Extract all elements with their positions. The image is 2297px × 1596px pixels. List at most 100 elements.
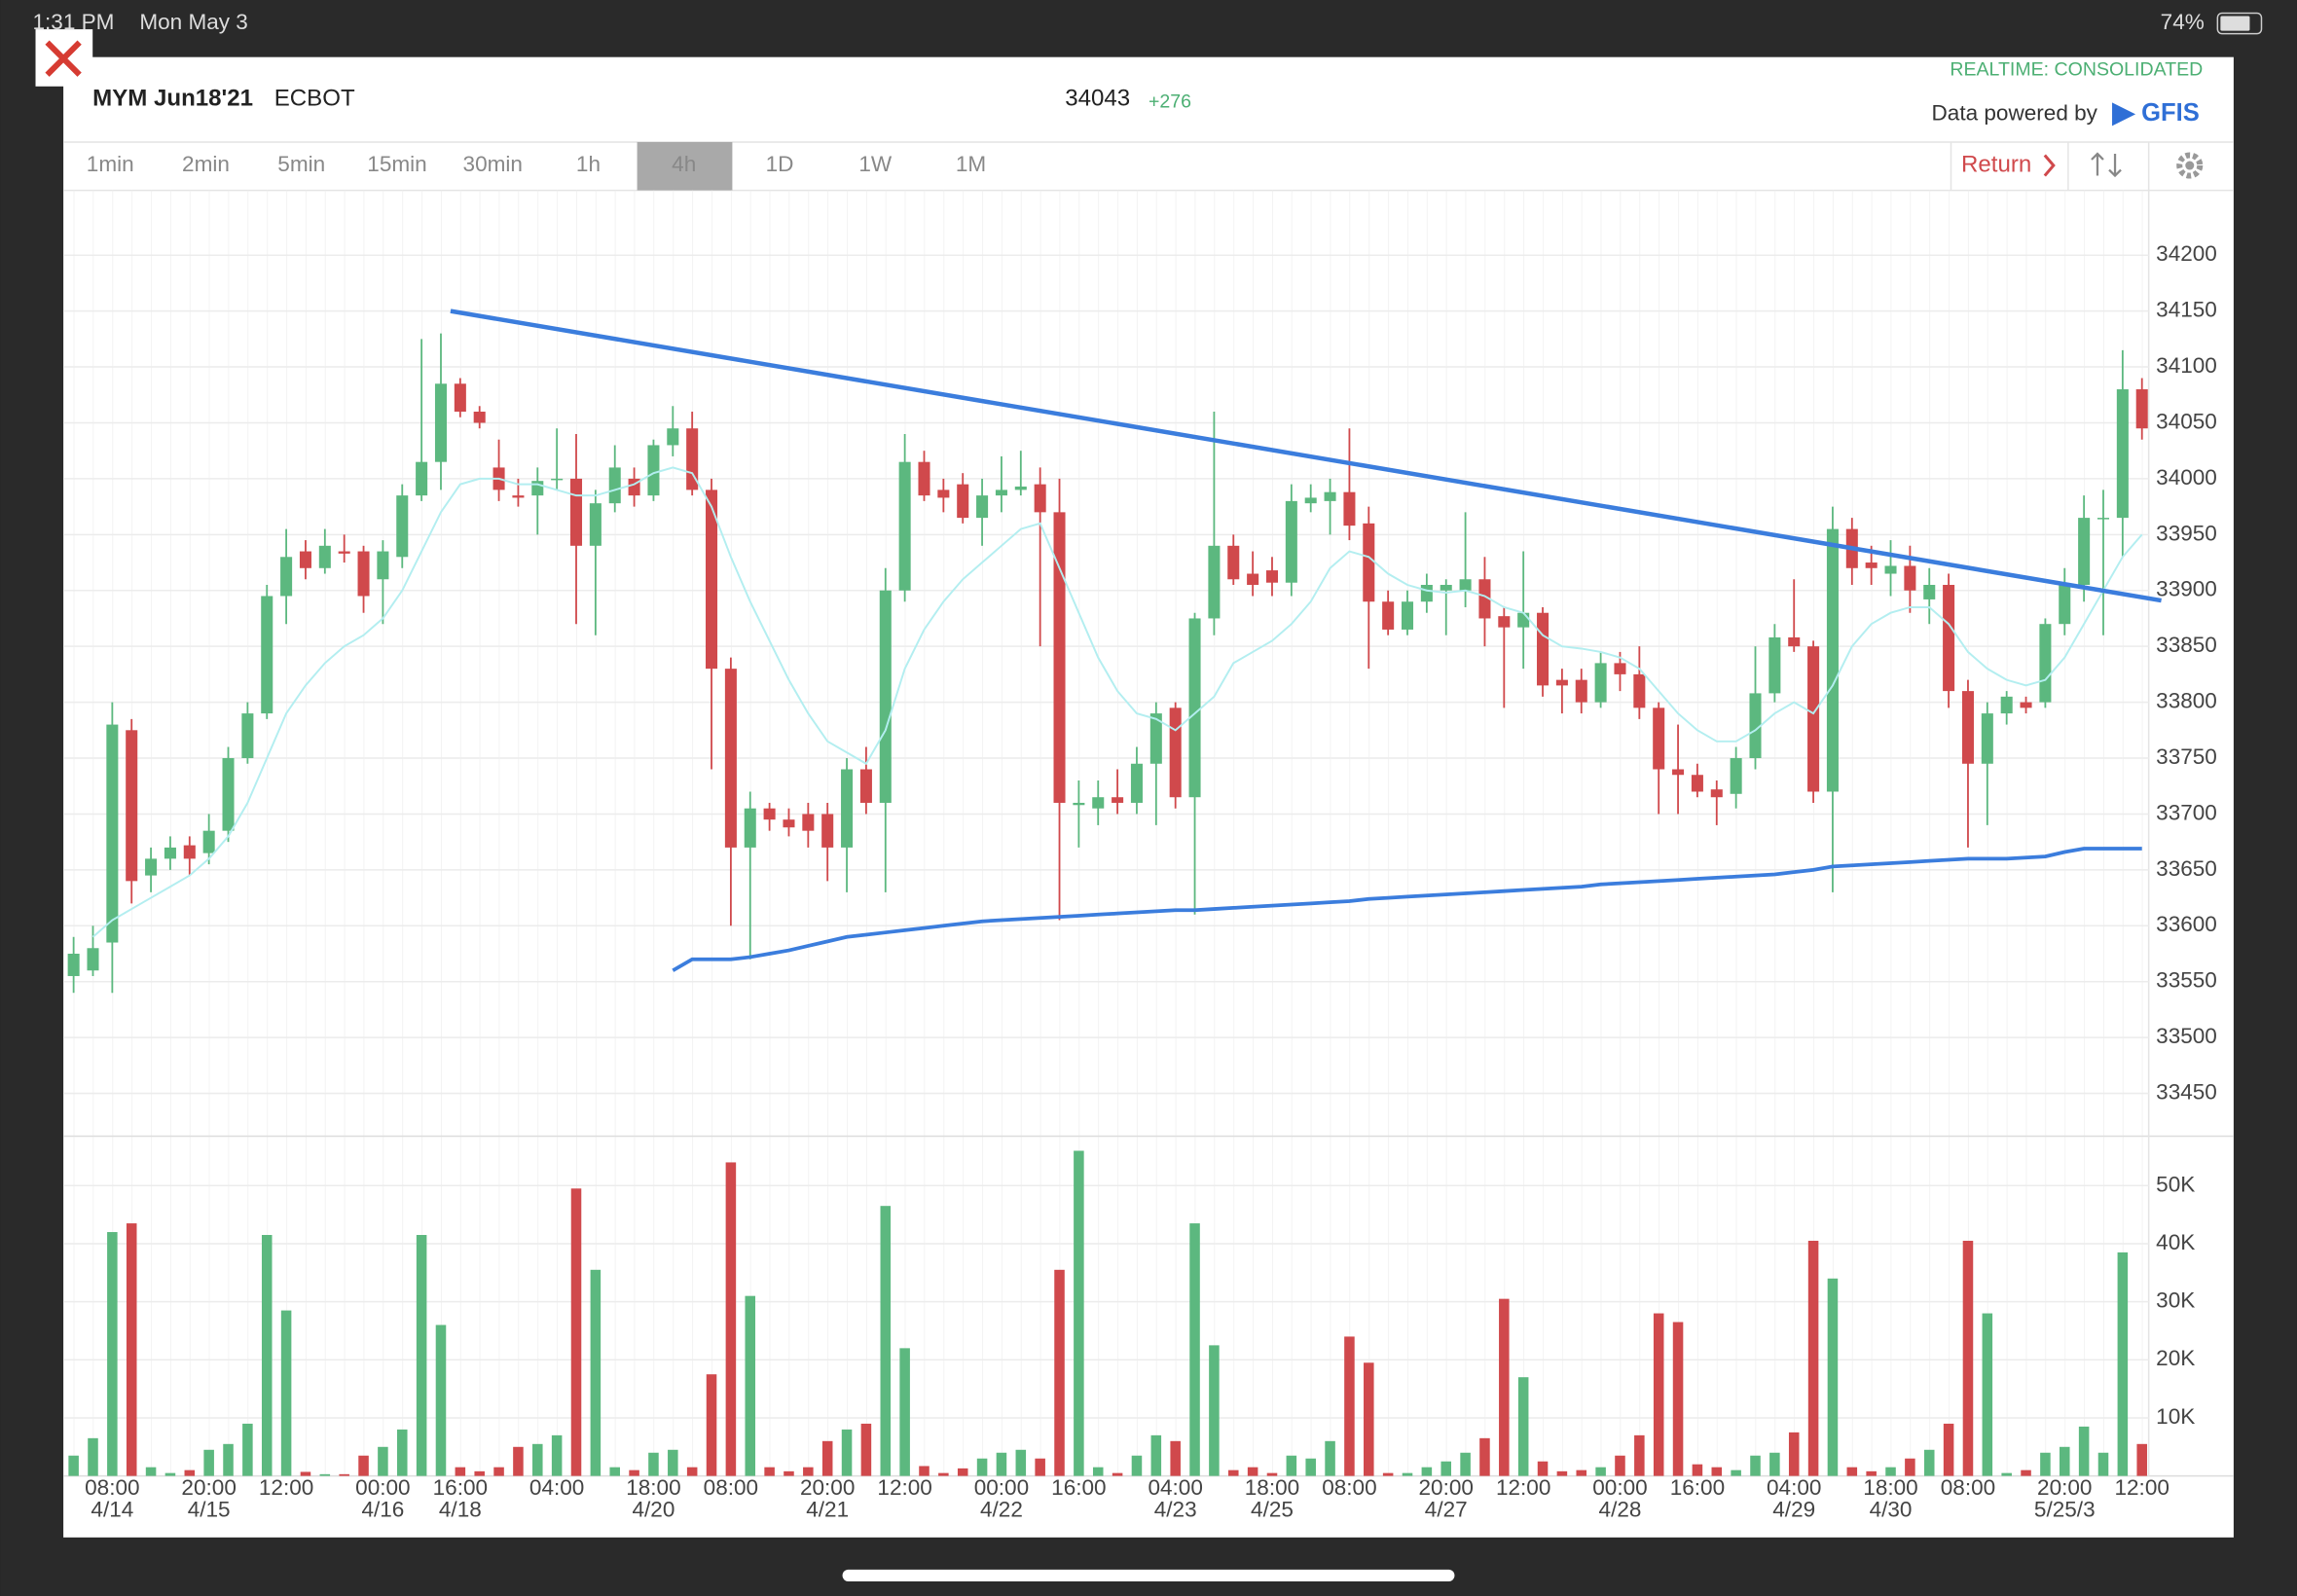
- interval-tab[interactable]: 1h: [576, 152, 601, 176]
- candle-body: [1537, 612, 1550, 686]
- volume-bar: [2001, 1472, 2012, 1476]
- candle-body: [87, 948, 99, 971]
- interval-tab[interactable]: 30min: [463, 152, 523, 176]
- candle-body: [763, 808, 776, 820]
- candle-body: [1382, 601, 1395, 630]
- x-date-label: 4/20: [633, 1498, 675, 1522]
- candle-body: [1188, 618, 1201, 798]
- x-date-label: 4/14: [91, 1498, 133, 1522]
- candle-body: [589, 503, 602, 546]
- candle-body: [1092, 797, 1105, 809]
- volume-bar: [2097, 1452, 2109, 1476]
- interval-tab[interactable]: 15min: [367, 152, 426, 176]
- volume-bar: [860, 1423, 872, 1476]
- volume-bar: [1962, 1240, 1974, 1476]
- candle-body: [1363, 523, 1375, 602]
- x-tick-label: 08:00: [704, 1475, 758, 1500]
- interval-tab[interactable]: 2min: [182, 152, 230, 176]
- candle-body: [1884, 565, 1897, 574]
- volume-bar: [957, 1468, 968, 1476]
- return-button[interactable]: Return: [1961, 151, 2031, 177]
- grid-columns: [63, 190, 2149, 1476]
- volume-bar: [821, 1440, 833, 1476]
- y-tick-label: 34050: [2156, 409, 2217, 433]
- volume-bar: [706, 1374, 717, 1476]
- candle-body: [1034, 484, 1046, 513]
- candle-body: [261, 596, 273, 714]
- volume-bar: [1711, 1467, 1723, 1476]
- volume-bar: [300, 1471, 311, 1476]
- volume-bar: [1402, 1472, 1413, 1476]
- candle-body: [2135, 389, 2148, 429]
- volume-bar: [203, 1449, 214, 1476]
- candle-body: [647, 445, 660, 496]
- interval-tab[interactable]: 5min: [277, 152, 325, 176]
- candle-body: [1961, 691, 1974, 764]
- volume-bar: [1846, 1467, 1858, 1476]
- candle-body: [202, 830, 215, 853]
- candle-body: [2020, 702, 2032, 708]
- candle-body: [1208, 545, 1221, 619]
- candle-body: [1478, 579, 1491, 619]
- close-icon: [45, 40, 82, 77]
- candle-body: [1169, 707, 1182, 798]
- interval-tab[interactable]: 1W: [858, 152, 893, 176]
- interval-tab[interactable]: 4h: [672, 152, 696, 176]
- candle-body: [686, 428, 699, 490]
- x-date-label: 4/18: [439, 1498, 482, 1522]
- active-tab: [637, 141, 733, 191]
- candle-body: [957, 484, 969, 519]
- candle-body: [724, 669, 737, 848]
- candle-body: [416, 461, 428, 496]
- volume-bar: [996, 1452, 1007, 1476]
- x-date-label: 4/27: [1425, 1498, 1468, 1522]
- volume-bar: [938, 1472, 949, 1476]
- y-tick-label: 33900: [2156, 577, 2217, 601]
- x-date-label: 4/29: [1772, 1498, 1815, 1522]
- volume-bar: [1305, 1458, 1316, 1476]
- volume-bar: [1943, 1423, 1954, 1476]
- volume-bar: [1923, 1449, 1935, 1476]
- candle-body: [183, 845, 196, 859]
- volume-bar: [1653, 1313, 1664, 1476]
- candle-body: [434, 383, 448, 462]
- battery-level: [2220, 16, 2250, 31]
- volume-bar: [339, 1473, 349, 1476]
- x-date-label: 5/25/3: [2034, 1498, 2096, 1522]
- volume-bar: [2040, 1452, 2051, 1476]
- y-tick-label: 33950: [2156, 521, 2217, 545]
- volume-bar: [126, 1223, 137, 1476]
- candle-body: [531, 481, 544, 496]
- volume-bar: [378, 1446, 388, 1476]
- volume-bar: [1209, 1345, 1220, 1476]
- candle-body: [1440, 585, 1452, 591]
- candle-body: [106, 724, 119, 943]
- volume-bar: [648, 1452, 659, 1476]
- volume-bar: [1982, 1313, 1993, 1476]
- interval-tab[interactable]: 1D: [766, 152, 794, 176]
- x-tick-label: 18:00: [1863, 1475, 1917, 1500]
- interval-tab[interactable]: 1M: [956, 152, 986, 176]
- volume-bar: [513, 1446, 524, 1476]
- x-date-label: 4/28: [1599, 1498, 1642, 1522]
- candle-body: [1149, 713, 1162, 764]
- x-tick-label: 12:00: [1496, 1475, 1550, 1500]
- candle-body: [1555, 679, 1568, 686]
- candle-body: [1768, 636, 1781, 694]
- volume-bar: [261, 1235, 273, 1476]
- candle-body: [454, 383, 466, 412]
- candle-body: [1227, 545, 1240, 580]
- x-tick-label: 20:00: [800, 1475, 855, 1500]
- y-tick-label: 33750: [2156, 744, 2217, 769]
- candle-body: [1304, 497, 1317, 504]
- volume-bar: [880, 1206, 892, 1476]
- volume-bar: [223, 1443, 234, 1476]
- sort-icon[interactable]: [2091, 152, 2122, 178]
- x-tick-label: 00:00: [1592, 1475, 1647, 1500]
- interval-tab[interactable]: 1min: [87, 152, 134, 176]
- candle-body: [744, 808, 756, 848]
- plot: 33450 33500 33550 33600 33650 33700 33750 33800…: [63, 241, 2217, 1522]
- candle-body: [2096, 518, 2110, 520]
- return-chevron: [2043, 154, 2056, 177]
